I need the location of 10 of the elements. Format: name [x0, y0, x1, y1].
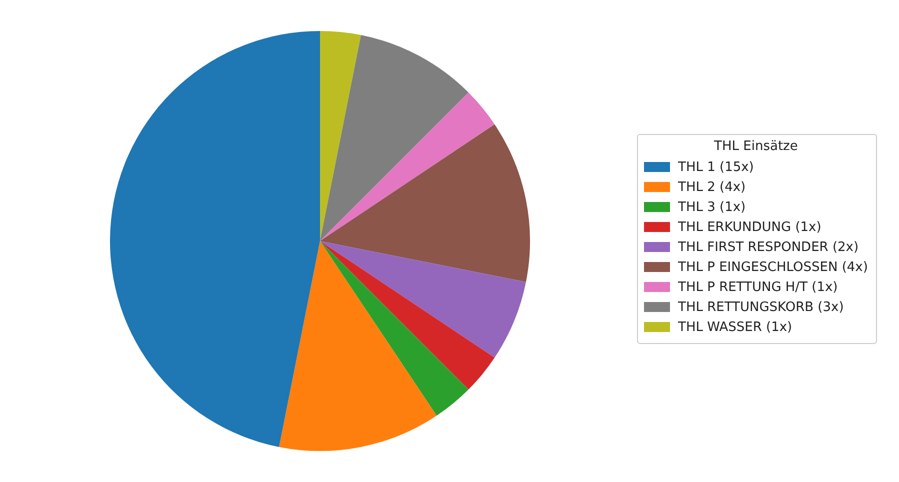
- legend-label: THL WASSER (1x): [678, 320, 792, 334]
- legend-label: THL 3 (1x): [678, 200, 746, 214]
- legend-label: THL 1 (15x): [678, 160, 754, 174]
- legend-label: THL RETTUNGSKORB (3x): [678, 300, 844, 314]
- legend-title: THL Einsätze: [713, 139, 799, 154]
- legend-label: THL ERKUNDUNG (1x): [678, 220, 822, 234]
- legend-label: THL FIRST RESPONDER (2x): [678, 240, 859, 254]
- legend-label: THL P EINGESCHLOSSEN (4x): [678, 260, 868, 274]
- legend-label: THL P RETTUNG H/T (1x): [678, 280, 838, 294]
- legend-label: THL 2 (4x): [678, 180, 746, 194]
